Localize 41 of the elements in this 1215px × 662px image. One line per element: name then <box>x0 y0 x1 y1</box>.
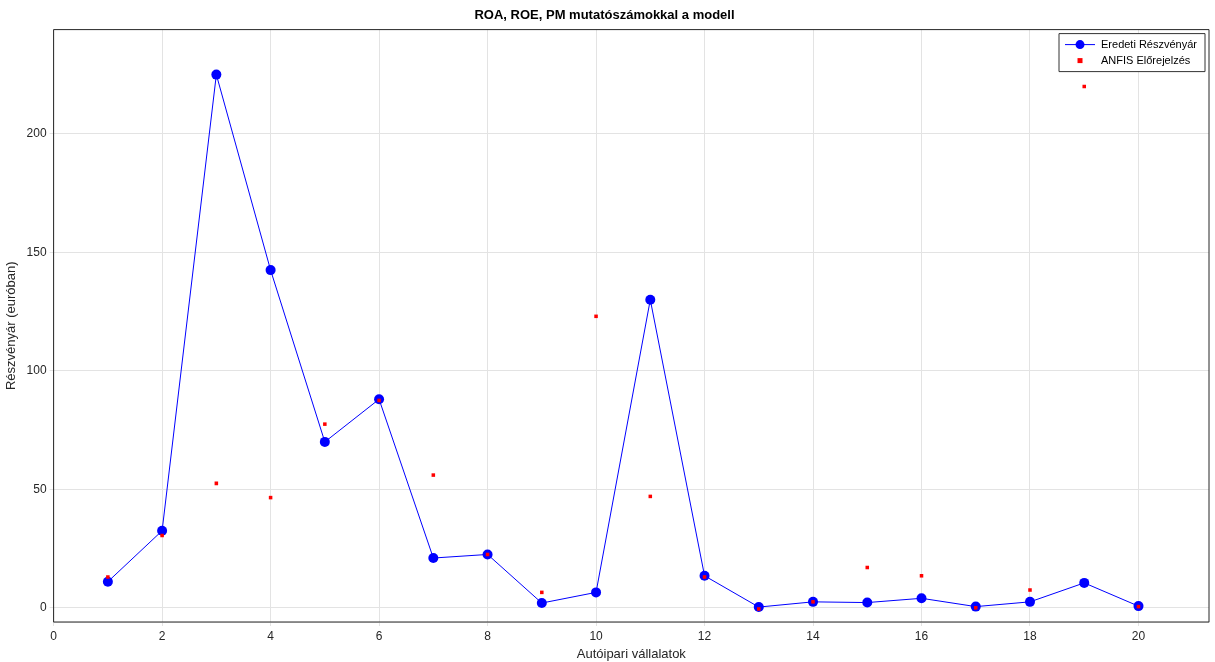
y-axis-title: Részvényár (euróban) <box>3 261 19 391</box>
y-tick-label: 100 <box>26 363 47 378</box>
point <box>916 593 927 604</box>
x-tick-label: 0 <box>50 628 58 643</box>
chart-title: ROA, ROE, PM mutatószámokkal a modell <box>474 7 735 23</box>
point <box>265 265 276 276</box>
point <box>1025 596 1035 607</box>
point <box>536 598 547 609</box>
point <box>919 574 924 578</box>
point <box>106 575 110 579</box>
point <box>1028 588 1032 592</box>
point <box>428 553 439 564</box>
x-tick-label: 18 <box>1023 628 1037 643</box>
y-tick-label: 150 <box>26 244 47 259</box>
x-tick-label: 8 <box>484 628 492 643</box>
x-tick-label: 10 <box>589 628 604 643</box>
point <box>319 436 330 447</box>
point <box>1082 84 1087 89</box>
y-tick-label: 200 <box>26 126 47 141</box>
x-tick-label: 12 <box>697 628 712 643</box>
x-tick-label: 20 <box>1131 628 1146 643</box>
x-tick-label: 14 <box>806 628 821 643</box>
point <box>645 294 656 305</box>
x-tick-label: 4 <box>267 628 275 643</box>
point <box>862 597 873 608</box>
point <box>591 587 602 598</box>
y-tick-label: 0 <box>39 600 47 615</box>
point <box>160 533 164 538</box>
point <box>540 590 544 595</box>
point <box>594 314 598 319</box>
x-tick-label: 16 <box>914 628 929 643</box>
point <box>211 69 222 80</box>
x-tick-label: 6 <box>375 628 383 643</box>
legend-label: Eredeti Részvényár <box>1101 37 1198 50</box>
point <box>323 422 327 426</box>
x-axis-title: Autóipari vállalatok <box>576 645 687 661</box>
point <box>431 473 436 477</box>
legend-label: ANFIS Előrejelzés <box>1101 53 1191 66</box>
y-tick-label: 50 <box>33 481 47 496</box>
x-tick-label: 2 <box>158 628 166 643</box>
point <box>1079 577 1090 588</box>
